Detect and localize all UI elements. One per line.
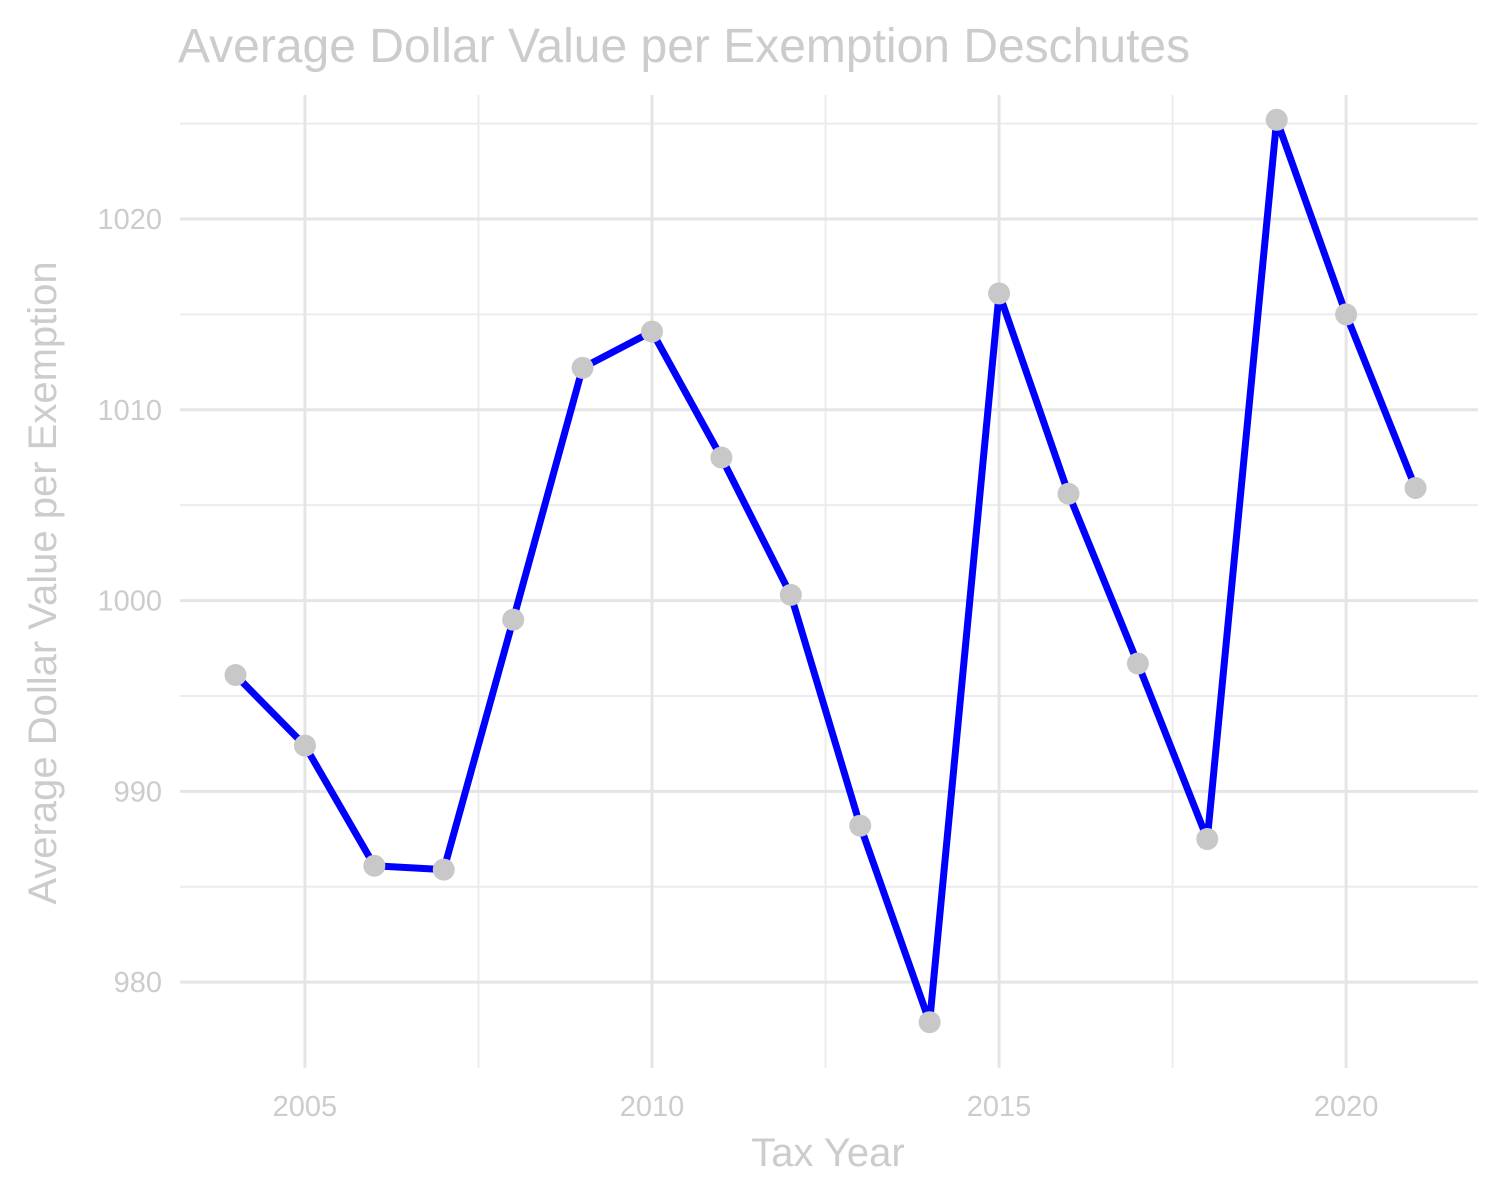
- data-point: [1196, 828, 1219, 851]
- y-tick-label: 1000: [97, 586, 162, 618]
- data-point: [1126, 652, 1149, 675]
- data-point: [918, 1011, 941, 1034]
- y-tick-label: 980: [114, 967, 162, 999]
- data-point: [779, 583, 802, 606]
- data-point: [849, 814, 872, 837]
- chart-title: Average Dollar Value per Exemption Desch…: [178, 20, 1190, 73]
- data-point: [502, 608, 525, 631]
- data-point: [1335, 303, 1358, 326]
- x-tick-label: 2010: [620, 1091, 685, 1123]
- data-point: [293, 734, 316, 757]
- data-point: [1265, 108, 1288, 131]
- grid-lines: [180, 95, 1478, 1068]
- y-tick-label: 1010: [97, 395, 162, 427]
- data-point: [363, 854, 386, 877]
- data-point: [571, 356, 594, 379]
- data-point: [1057, 482, 1080, 505]
- y-tick-label: 990: [114, 776, 162, 808]
- series-line: [232, 116, 1419, 1026]
- x-tick-label: 2005: [273, 1091, 338, 1123]
- y-axis-tick-labels: 980 990 1000 1010 1020: [97, 204, 162, 999]
- x-tick-label: 2015: [967, 1091, 1032, 1123]
- data-point: [988, 282, 1011, 305]
- series-layer: [224, 108, 1427, 1034]
- x-axis-tick-labels: 2005 2010 2015 2020: [273, 1091, 1379, 1123]
- data-point: [432, 858, 455, 881]
- data-point: [710, 446, 733, 469]
- data-point: [641, 320, 663, 343]
- y-axis-title: Average Dollar Value per Exemption: [21, 261, 65, 904]
- data-point: [1404, 477, 1427, 500]
- x-axis-title: Tax Year: [751, 1131, 904, 1175]
- data-point: [224, 663, 247, 686]
- x-tick-label: 2020: [1314, 1091, 1379, 1123]
- y-tick-label: 1020: [97, 204, 162, 236]
